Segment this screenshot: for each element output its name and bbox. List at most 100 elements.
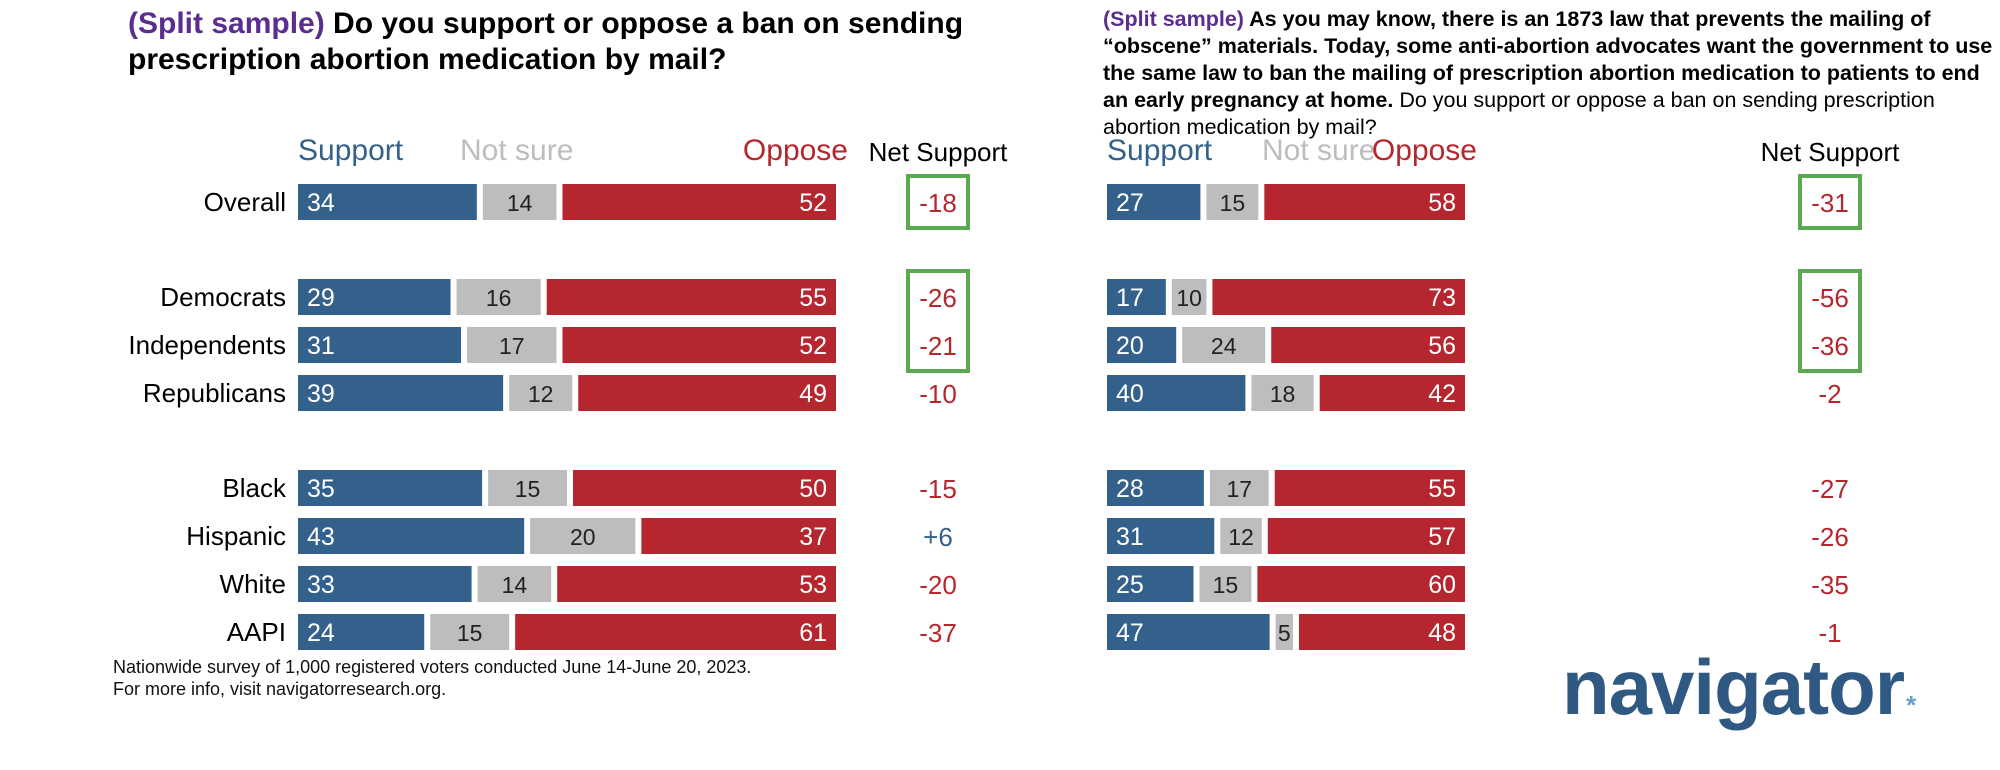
left-chart-label-oppose: 37 <box>799 523 827 551</box>
right-chart-bar-support <box>1107 470 1204 506</box>
left-chart-bar-oppose <box>557 566 836 602</box>
left-chart-label-support: 34 <box>307 189 335 217</box>
left-chart-bar-not-sure <box>482 184 557 220</box>
right-chart-label-not-sure: 15 <box>1220 190 1246 216</box>
right-chart-net-support-value: -35 <box>1811 570 1849 600</box>
left-chart-bar-oppose <box>562 184 836 220</box>
left-chart-net-support-value: +6 <box>923 522 953 552</box>
right-chart-label-oppose: 56 <box>1428 332 1456 360</box>
left-chart-label-support: 43 <box>307 523 335 551</box>
left-chart-label-oppose: 50 <box>799 475 827 503</box>
right-chart-bar-not-sure <box>1220 518 1262 554</box>
right-chart-bar-oppose <box>1212 279 1465 315</box>
right-chart-bar-support <box>1107 327 1177 363</box>
left-chart-label-not-sure: 16 <box>486 285 512 311</box>
left-chart-label-not-sure: 14 <box>507 190 533 216</box>
left-chart-bar-support <box>298 614 425 650</box>
right-chart-label-support: 25 <box>1116 571 1144 599</box>
left-chart-bar-support <box>298 375 504 411</box>
right-chart-label-not-sure: 24 <box>1211 333 1237 359</box>
left-title-tag: (Split sample) <box>128 7 325 40</box>
left-chart-label-oppose: 49 <box>799 380 827 408</box>
left-chart-bar-oppose <box>546 279 836 315</box>
right-chart-label-oppose: 48 <box>1428 619 1456 647</box>
left-chart-bar-support <box>298 518 525 554</box>
right-chart-bar-not-sure <box>1182 327 1266 363</box>
right-title-tag: (Split sample) <box>1103 7 1244 31</box>
left-chart-category-label: Republicans <box>143 378 286 408</box>
left-chart-category-label: Independents <box>128 330 286 360</box>
right-chart-label-not-sure: 12 <box>1228 524 1254 550</box>
right-chart-bar-not-sure <box>1251 375 1314 411</box>
left-chart-category-label: Overall <box>204 187 286 217</box>
left-chart-net-support-value: -26 <box>919 283 957 313</box>
left-chart-legend-support: Support <box>298 134 404 167</box>
right-chart-label-not-sure: 17 <box>1226 476 1252 502</box>
right-chart-bar-oppose <box>1274 470 1465 506</box>
right-chart-bar-oppose <box>1298 614 1465 650</box>
left-chart-highlight-box-overall <box>906 174 970 230</box>
right-chart-label-not-sure: 15 <box>1213 572 1239 598</box>
right-chart-bar-oppose <box>1319 375 1465 411</box>
left-chart-legend-not-sure: Not sure <box>460 134 573 167</box>
left-chart-bar-not-sure <box>430 614 510 650</box>
left-chart-label-support: 29 <box>307 284 335 312</box>
left-chart-bar-not-sure <box>477 566 552 602</box>
left-chart-category-label: White <box>220 569 286 599</box>
left-chart-category-label: Black <box>222 473 287 503</box>
footnote-line-2: For more info, visit navigatorresearch.o… <box>113 679 447 699</box>
left-chart-legend-oppose: Oppose <box>743 134 848 167</box>
left-chart-net-support-value: -10 <box>919 379 957 409</box>
left-chart-category-label: Hispanic <box>186 521 286 551</box>
left-chart-bar-support <box>298 327 462 363</box>
right-title-text: Do you support or oppose a ban on sendin… <box>1103 88 1935 139</box>
left-chart-bar-oppose <box>562 327 836 363</box>
left-chart-svg: Support Not sure Oppose Net Support Overall 3… <box>128 134 1008 650</box>
right-chart-label-not-sure: 18 <box>1270 381 1296 407</box>
left-chart-net-support-value: -18 <box>919 188 957 218</box>
footnote: Nationwide survey of 1,000 registered vo… <box>113 656 751 700</box>
left-chart-bar-support <box>298 184 477 220</box>
left-chart-label-oppose: 52 <box>799 332 827 360</box>
right-chart-label-not-sure: 5 <box>1278 620 1291 646</box>
left-chart-label-support: 39 <box>307 380 335 408</box>
right-chart-bar-support <box>1107 375 1246 411</box>
left-chart-label-support: 24 <box>307 619 335 647</box>
left-chart-bar-support <box>298 470 483 506</box>
right-chart-bar-support <box>1107 184 1201 220</box>
right-chart-label-oppose: 58 <box>1428 189 1456 217</box>
right-chart-label-oppose: 60 <box>1428 571 1456 599</box>
right-chart-net-support-value: -2 <box>1818 379 1841 409</box>
left-chart-bar-support <box>298 566 472 602</box>
left-chart-bar-oppose <box>515 614 836 650</box>
right-chart-label-support: 27 <box>1116 189 1144 217</box>
right-chart-net-support-value: -26 <box>1811 522 1849 552</box>
right-chart-legend-oppose: Oppose <box>1372 134 1477 167</box>
right-chart-net-support-value: -27 <box>1811 474 1849 504</box>
left-chart-bar-not-sure <box>456 279 541 315</box>
right-chart-highlight-box-overall <box>1798 174 1862 230</box>
right-chart-label-support: 17 <box>1116 284 1144 312</box>
left-chart-bar-oppose <box>641 518 836 554</box>
right-chart-net-support-value: -31 <box>1811 188 1849 218</box>
left-chart: Support Not sure Oppose Net Support Overall 3… <box>0 130 1060 650</box>
right-chart-net-support-value: -36 <box>1811 331 1849 361</box>
right-chart: Support Not sure Oppose Net Support 27 15 58 -3… <box>0 130 2000 650</box>
right-chart-bar-oppose <box>1264 184 1465 220</box>
right-title-bold-text: As you may know, there is an 1873 law th… <box>1103 7 1993 112</box>
right-chart-net-support-value: -1 <box>1818 618 1841 648</box>
left-chart-label-support: 33 <box>307 571 335 599</box>
right-chart-title: (Split sample) As you may know, there is… <box>1103 6 1993 141</box>
left-chart-label-oppose: 55 <box>799 284 827 312</box>
left-chart-bar-not-sure <box>509 375 573 411</box>
left-chart-net-support-value: -20 <box>919 570 957 600</box>
left-chart-bar-not-sure <box>530 518 636 554</box>
left-chart-bar-support <box>298 279 451 315</box>
right-chart-label-support: 20 <box>1116 332 1144 360</box>
right-chart-legend-not-sure: Not sure <box>1262 134 1375 167</box>
right-chart-bar-not-sure <box>1275 614 1293 650</box>
right-chart-bar-support <box>1107 566 1194 602</box>
left-chart-title: (Split sample) Do you support or oppose … <box>128 6 988 78</box>
left-chart-label-not-sure: 15 <box>457 620 483 646</box>
